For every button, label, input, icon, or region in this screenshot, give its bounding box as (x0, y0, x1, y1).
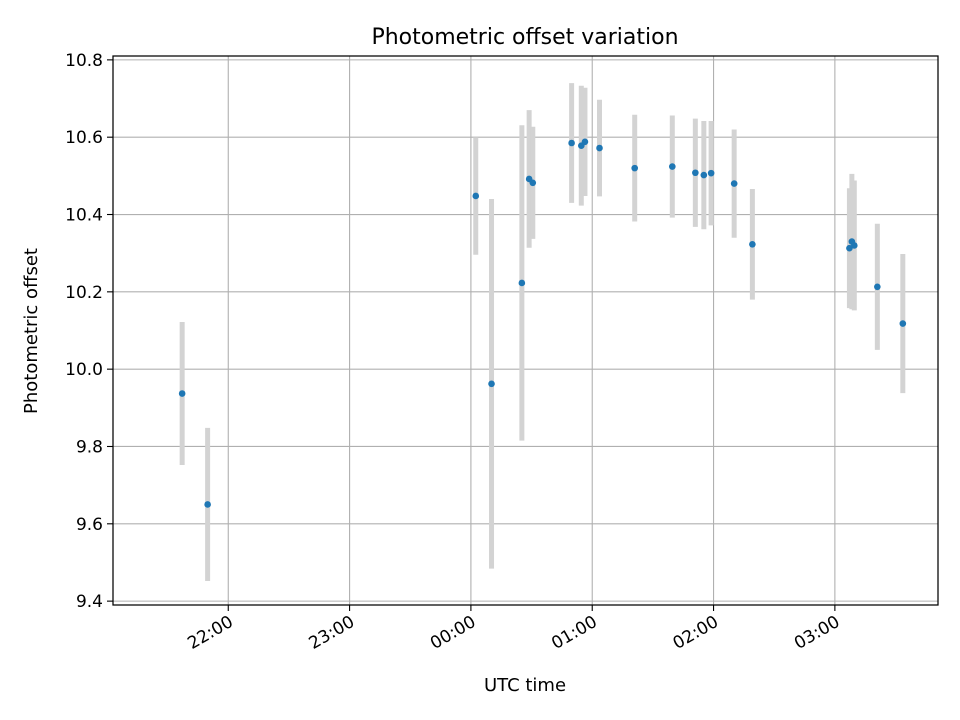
grid (113, 56, 938, 605)
y-tick-label: 10.0 (65, 360, 103, 380)
y-tick-label: 9.8 (76, 437, 103, 457)
y-tick-label: 10.6 (65, 128, 103, 148)
y-axis-label: Photometric offset (21, 248, 42, 414)
y-tick-label: 10.8 (65, 51, 103, 71)
plot-frame (112, 55, 939, 606)
data-point (846, 244, 853, 252)
x-axis-label: UTC time (484, 675, 566, 696)
data-point (631, 164, 638, 172)
data-point (730, 180, 738, 187)
data-point (850, 242, 858, 249)
y-tick-label: 10.4 (65, 206, 103, 226)
data-point (700, 171, 708, 179)
data-point (707, 169, 715, 177)
data-point (669, 163, 676, 170)
data-point (488, 380, 495, 388)
data-point (472, 192, 480, 200)
chart-title: Photometric offset variation (371, 25, 678, 50)
y-tick-label: 10.2 (65, 283, 103, 303)
y-axis: 9.4 9.6 9.8 10.0 10.2 10.4 10.6 10.8 (65, 51, 113, 612)
data-point (596, 144, 603, 152)
data-points (178, 138, 907, 508)
data-point (204, 501, 211, 508)
data-point (749, 240, 756, 248)
data-point (518, 279, 526, 287)
data-point (692, 169, 699, 177)
data-point (581, 138, 589, 146)
data-point (568, 139, 575, 147)
y-tick-label: 9.4 (76, 592, 103, 612)
data-point (899, 320, 907, 327)
data-point (529, 179, 537, 187)
data-point (178, 390, 186, 397)
y-tick-label: 9.6 (76, 515, 103, 535)
data-point (874, 283, 881, 291)
